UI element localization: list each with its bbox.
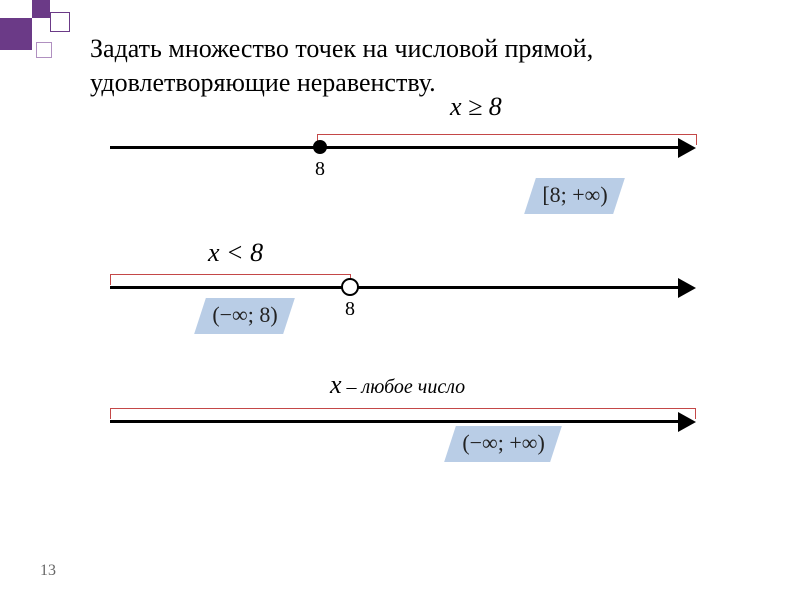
tick-label-2: 8 (345, 298, 355, 321)
inequality-block-3: x – любое число (−∞; +∞) (80, 376, 720, 486)
interval-text-3: (−∞; +∞) (462, 430, 544, 456)
deco-square-outline (50, 12, 70, 32)
deco-square-outline (36, 42, 52, 58)
diagram-area: x ≥ 8 8 [8; +∞) x < 8 8 (−∞; 8) x – любо… (80, 120, 720, 486)
point-open-2 (341, 278, 359, 296)
arrow-head-3 (678, 412, 696, 432)
interval-bracket-1 (317, 134, 697, 145)
tick-label-1: 8 (315, 158, 325, 181)
deco-square (0, 18, 32, 50)
axis-1 (110, 146, 680, 149)
slide-title: Задать множество точек на числовой прямо… (90, 32, 760, 100)
number-line-1: 8 (80, 128, 720, 168)
number-line-2: 8 (80, 268, 720, 308)
interval-notation-2: (−∞; 8) (194, 298, 295, 334)
deco-square (32, 0, 50, 18)
inequality-rest-3: – любое число (342, 376, 466, 398)
inequality-var-3: x (330, 370, 342, 399)
arrow-head-1 (678, 138, 696, 158)
point-closed-1 (313, 140, 327, 154)
interval-text-1: [8; +∞) (542, 182, 607, 208)
axis-2 (110, 286, 680, 289)
interval-notation-3: (−∞; +∞) (444, 426, 562, 462)
inequality-label-3: x – любое число (330, 370, 465, 400)
interval-notation-1: [8; +∞) (524, 178, 625, 214)
interval-text-2: (−∞; 8) (212, 302, 277, 328)
inequality-block-2: x < 8 8 (−∞; 8) (80, 240, 720, 360)
inequality-label-1: x ≥ 8 (450, 92, 502, 122)
inequality-block-1: x ≥ 8 8 [8; +∞) (80, 120, 720, 230)
interval-bracket-2 (110, 274, 351, 285)
slide-number: 13 (40, 562, 56, 580)
number-line-3 (80, 402, 720, 442)
arrow-head-2 (678, 278, 696, 298)
axis-3 (110, 420, 680, 423)
interval-bracket-3 (110, 408, 696, 419)
inequality-label-2: x < 8 (208, 238, 263, 268)
